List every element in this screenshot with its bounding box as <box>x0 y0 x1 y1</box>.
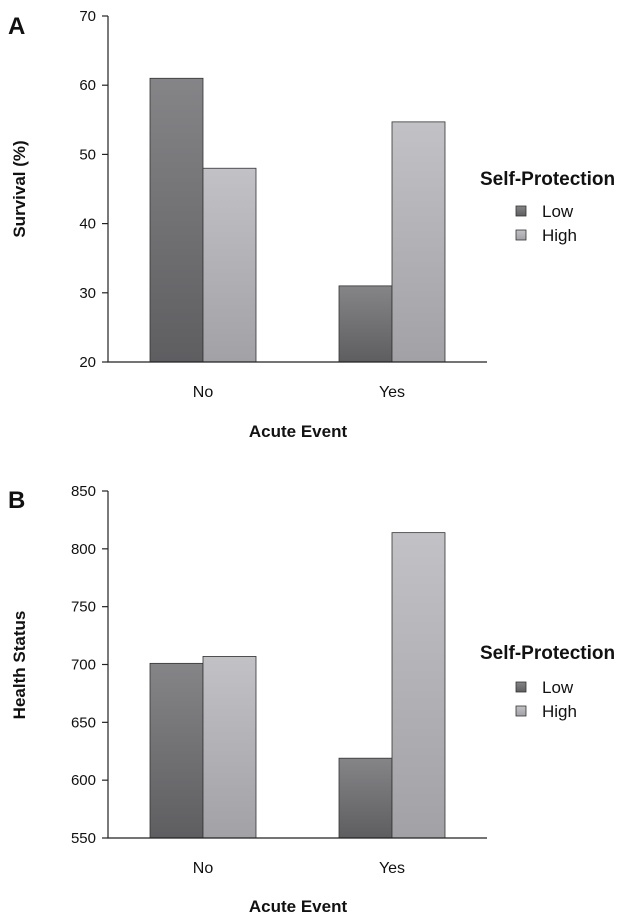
bar-a-high-no <box>202 167 257 363</box>
axes-a <box>107 16 487 363</box>
bar-b-high-yes <box>391 532 446 839</box>
chart-panel-b: B Health Status Acute Event 550 600 650 700… <box>8 483 615 915</box>
legend-a: Self-Protection Low High <box>480 169 615 245</box>
legend-swatch-high-a <box>515 229 527 241</box>
bars-b <box>149 532 446 839</box>
y-axis-ticks-b: 550 600 650 700 750 800 850 <box>71 483 108 847</box>
y-tick-label-a-20: 20 <box>79 354 96 371</box>
y-tick-label-b-550: 550 <box>71 830 96 847</box>
bar-b-low-yes <box>338 757 393 839</box>
category-label-b-no: No <box>193 860 214 877</box>
y-axis-title-a: Survival (%) <box>10 140 29 237</box>
y-tick-label-b-700: 700 <box>71 657 96 674</box>
category-label-b-yes: Yes <box>379 860 405 877</box>
legend-label-low-b: Low <box>542 678 574 697</box>
legend-label-high-a: High <box>542 226 577 245</box>
chart-panel-a: A Survival (%) Acute Event 203040506070 … <box>8 8 615 441</box>
y-axis-ticks-a: 20 30 40 50 60 70 <box>79 8 108 371</box>
legend-label-high-b: High <box>542 702 577 721</box>
bar-a-low-no <box>149 77 204 363</box>
category-labels-a: No Yes <box>193 384 405 401</box>
y-tick-label-b-800: 800 <box>71 541 96 558</box>
y-tick-label-b-600: 600 <box>71 772 96 789</box>
y-tick-label-a-30: 30 <box>79 285 96 302</box>
bar-a-low-yes <box>338 285 393 363</box>
category-label-a-yes: Yes <box>379 384 405 401</box>
legend-b: Self-Protection Low High <box>480 643 615 721</box>
panel-letter-a: A <box>8 13 25 40</box>
y-axis-title-b: Health Status <box>10 611 29 720</box>
axes-b <box>107 491 487 839</box>
legend-swatch-high-b <box>515 705 527 717</box>
bar-b-high-no <box>202 656 257 839</box>
x-axis-title-a: Acute Event <box>249 422 348 441</box>
bar-b-low-no <box>149 662 204 839</box>
y-tick-label-b-850: 850 <box>71 483 96 500</box>
legend-swatch-low-a <box>515 205 527 217</box>
y-tick-label-a-50: 50 <box>79 146 96 163</box>
category-label-a-no: No <box>193 384 214 401</box>
y-tick-label-b-750: 750 <box>71 599 96 616</box>
legend-title-b: Self-Protection <box>480 643 615 664</box>
legend-label-low-a: Low <box>542 202 574 221</box>
y-tick-label-b-650: 650 <box>71 714 96 731</box>
x-axis-title-b: Acute Event <box>249 897 348 915</box>
y-tick-label-a-60: 60 <box>79 77 96 94</box>
category-labels-b: No Yes <box>193 860 405 877</box>
panel-letter-b: B <box>8 487 25 514</box>
legend-swatch-low-b <box>515 681 527 693</box>
bar-a-high-yes <box>391 121 446 363</box>
y-tick-label-a-70: 70 <box>79 8 96 25</box>
legend-title-a: Self-Protection <box>480 169 615 190</box>
y-tick-label-a-40: 40 <box>79 216 96 233</box>
bars-a <box>149 77 446 363</box>
